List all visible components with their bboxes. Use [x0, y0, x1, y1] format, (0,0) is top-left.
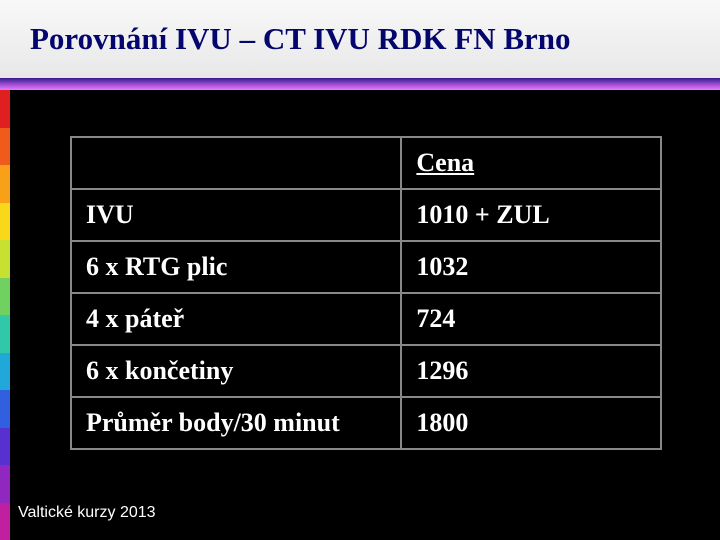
table-cell: IVU	[71, 189, 401, 241]
table-row: Průměr body/30 minut 1800	[71, 397, 661, 449]
table-header-cena: Cena	[401, 137, 661, 189]
rainbow-stripe	[0, 90, 10, 540]
stripe-segment	[0, 428, 10, 466]
table-row: Cena	[71, 137, 661, 189]
title-bar: Porovnání IVU – CT IVU RDK FN Brno	[0, 0, 720, 78]
stripe-segment	[0, 165, 10, 203]
table-cell	[71, 137, 401, 189]
table-cell: 6 x RTG plic	[71, 241, 401, 293]
table-cell: 6 x končetiny	[71, 345, 401, 397]
table-row: 4 x páteř 724	[71, 293, 661, 345]
footer-text: Valtické kurzy 2013	[18, 504, 156, 522]
stripe-segment	[0, 128, 10, 166]
table-row: IVU 1010 + ZUL	[71, 189, 661, 241]
stripe-segment	[0, 503, 10, 540]
price-table: Cena IVU 1010 + ZUL 6 x RTG plic 1032 4 …	[70, 136, 662, 450]
table-cell: 1010 + ZUL	[401, 189, 661, 241]
table-row: 6 x RTG plic 1032	[71, 241, 661, 293]
stripe-segment	[0, 390, 10, 428]
stripe-segment	[0, 203, 10, 241]
table-cell: 1296	[401, 345, 661, 397]
stripe-segment	[0, 353, 10, 391]
table-cell: 4 x páteř	[71, 293, 401, 345]
stripe-segment	[0, 90, 10, 128]
table-cell: 1032	[401, 241, 661, 293]
table-cell: Průměr body/30 minut	[71, 397, 401, 449]
stripe-segment	[0, 278, 10, 316]
stripe-segment	[0, 315, 10, 353]
table-row: 6 x končetiny 1296	[71, 345, 661, 397]
table-cell: 724	[401, 293, 661, 345]
table-cell: 1800	[401, 397, 661, 449]
stripe-segment	[0, 465, 10, 503]
stripe-segment	[0, 240, 10, 278]
slide-title: Porovnání IVU – CT IVU RDK FN Brno	[30, 21, 571, 57]
accent-band	[0, 78, 720, 90]
